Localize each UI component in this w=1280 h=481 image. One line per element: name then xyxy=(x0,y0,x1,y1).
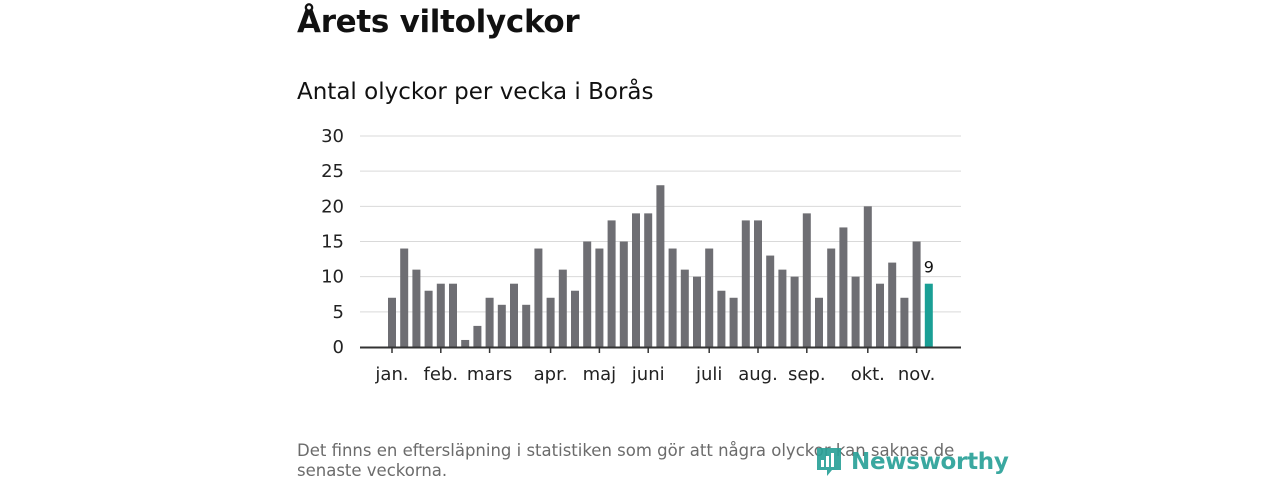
bar xyxy=(668,248,677,347)
bar xyxy=(827,248,836,347)
bar xyxy=(815,297,823,347)
bar xyxy=(876,283,884,347)
newsworthy-logo: Newsworthy xyxy=(815,446,1009,478)
bar xyxy=(632,213,640,347)
y-tick-label: 10 xyxy=(321,267,344,288)
bar xyxy=(863,206,872,347)
x-tick-label: feb. xyxy=(424,364,459,385)
y-tick-label: 25 xyxy=(321,161,344,182)
bar xyxy=(705,248,714,347)
x-axis: jan. feb. mars apr. maj juni juli aug. sep. okt. n… xyxy=(360,346,961,385)
bar xyxy=(778,269,787,347)
bar xyxy=(424,290,433,347)
bar xyxy=(571,290,579,347)
bar xyxy=(656,185,665,347)
bar xyxy=(790,276,799,347)
bar xyxy=(388,297,396,347)
bar xyxy=(741,220,750,347)
bar xyxy=(412,269,421,347)
y-tick-label: 20 xyxy=(321,196,344,217)
y-axis-ticks: 0 5 10 15 20 25 30 xyxy=(321,126,344,358)
footnote: Det finns en eftersläpning i statistiken… xyxy=(297,441,955,480)
bar xyxy=(729,297,738,347)
bar xyxy=(400,248,409,347)
bar xyxy=(558,269,567,347)
x-tick-label: okt. xyxy=(851,364,885,385)
bar xyxy=(583,241,592,347)
bar-chart: 0 5 10 15 20 25 30 jan. feb. mars apr. maj juni juli… xyxy=(321,126,961,385)
bar xyxy=(766,255,775,347)
x-tick-label: mars xyxy=(467,364,512,385)
x-tick-label: aug. xyxy=(738,364,778,385)
x-tick-label: juni xyxy=(631,364,665,385)
bar xyxy=(546,297,555,347)
bar xyxy=(436,283,445,347)
data-label-last: 9 xyxy=(924,258,934,277)
bar xyxy=(449,283,457,347)
bar xyxy=(619,241,628,347)
bar xyxy=(693,276,701,347)
bar xyxy=(534,248,543,347)
x-tick-label: nov. xyxy=(898,364,935,385)
bar xyxy=(595,248,604,347)
y-tick-label: 30 xyxy=(321,126,344,147)
y-tick-label: 0 xyxy=(333,337,344,358)
chart-subtitle: Antal olyckor per vecka i Borås xyxy=(297,79,654,105)
bar xyxy=(888,262,897,347)
bar xyxy=(839,227,848,347)
data-labels: 9 xyxy=(924,258,934,277)
y-tick-label: 15 xyxy=(321,232,344,253)
x-tick-label: apr. xyxy=(534,364,568,385)
bar xyxy=(900,297,909,347)
chart-title: Årets viltolyckor xyxy=(297,4,580,40)
x-tick-label: jan. xyxy=(374,364,408,385)
bar xyxy=(497,304,506,347)
bar xyxy=(473,325,482,347)
bar xyxy=(522,304,531,347)
bar xyxy=(461,339,470,347)
bar xyxy=(717,290,726,347)
newsworthy-logo-text: Newsworthy xyxy=(851,449,1009,475)
x-tick-label: juli xyxy=(695,364,722,385)
bar xyxy=(485,297,494,347)
bar xyxy=(802,213,811,347)
bars xyxy=(388,185,933,347)
bar-highlight xyxy=(924,283,933,347)
newsworthy-logo-icon xyxy=(817,448,841,476)
bar xyxy=(851,276,860,347)
bar xyxy=(644,213,653,347)
bar xyxy=(510,283,518,347)
bar xyxy=(680,269,689,347)
x-tick-label: maj xyxy=(583,364,617,385)
bar xyxy=(754,220,762,347)
x-tick-label: sep. xyxy=(788,364,826,385)
bar xyxy=(912,241,921,347)
y-tick-label: 5 xyxy=(333,302,344,323)
bar xyxy=(607,220,616,347)
